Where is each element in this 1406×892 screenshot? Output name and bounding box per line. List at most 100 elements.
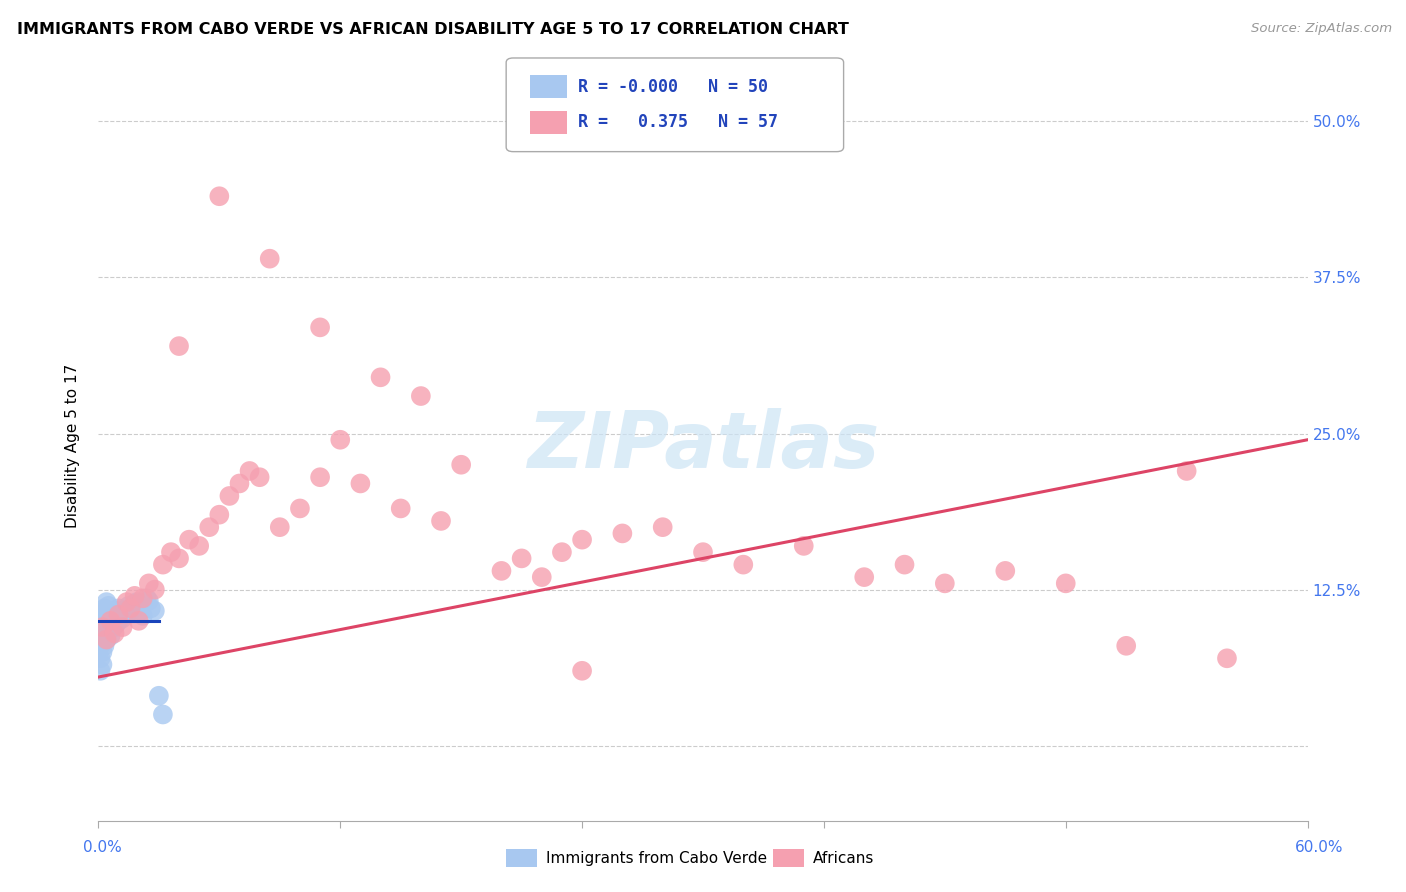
Point xyxy=(1054,576,1077,591)
Point xyxy=(105,616,128,631)
Point xyxy=(143,604,166,618)
Point xyxy=(450,458,472,472)
Text: Africans: Africans xyxy=(813,851,875,865)
Point xyxy=(128,614,150,628)
Point xyxy=(96,595,118,609)
Point xyxy=(1175,464,1198,478)
Point xyxy=(132,591,155,606)
Text: Immigrants from Cabo Verde: Immigrants from Cabo Verde xyxy=(546,851,766,865)
Point xyxy=(101,608,124,623)
Point xyxy=(93,626,115,640)
Point xyxy=(1115,639,1137,653)
Text: IMMIGRANTS FROM CABO VERDE VS AFRICAN DISABILITY AGE 5 TO 17 CORRELATION CHART: IMMIGRANTS FROM CABO VERDE VS AFRICAN DI… xyxy=(17,22,849,37)
Point xyxy=(125,595,148,609)
Point xyxy=(111,611,134,625)
Point xyxy=(124,589,146,603)
Point xyxy=(124,596,146,610)
Point xyxy=(91,645,114,659)
Point xyxy=(198,520,221,534)
Point xyxy=(138,594,160,608)
Point xyxy=(100,604,122,618)
Point xyxy=(269,520,291,534)
Point xyxy=(571,664,593,678)
Point xyxy=(309,320,332,334)
Point xyxy=(97,599,120,613)
Point xyxy=(651,520,673,534)
Point xyxy=(139,601,162,615)
Point xyxy=(107,614,129,628)
Point xyxy=(115,595,138,609)
Text: R =   0.375   N = 57: R = 0.375 N = 57 xyxy=(578,113,778,131)
Point xyxy=(259,252,281,266)
Point xyxy=(288,501,311,516)
Point xyxy=(120,601,142,615)
Point xyxy=(389,501,412,516)
Point xyxy=(105,604,128,618)
Point xyxy=(208,189,231,203)
Point xyxy=(853,570,876,584)
Text: 60.0%: 60.0% xyxy=(1295,840,1343,855)
Point xyxy=(551,545,574,559)
Point xyxy=(733,558,755,572)
Point xyxy=(152,707,174,722)
Point xyxy=(114,604,136,618)
Point xyxy=(89,664,111,678)
Point xyxy=(89,651,111,665)
Point xyxy=(160,545,183,559)
Point xyxy=(101,621,124,635)
Point xyxy=(692,545,714,559)
Point xyxy=(132,608,155,623)
Point xyxy=(530,570,553,584)
Point xyxy=(188,539,211,553)
Point xyxy=(208,508,231,522)
Point xyxy=(103,626,125,640)
Point xyxy=(93,601,115,615)
Point xyxy=(121,601,143,615)
Point xyxy=(430,514,453,528)
Text: ZIPatlas: ZIPatlas xyxy=(527,408,879,484)
Point xyxy=(110,607,132,622)
Point xyxy=(115,607,138,621)
Point xyxy=(228,476,250,491)
Point xyxy=(97,624,120,638)
Point xyxy=(91,607,114,622)
Point xyxy=(103,607,125,621)
Point xyxy=(893,558,915,572)
Point xyxy=(100,614,122,628)
Point xyxy=(510,551,533,566)
Point xyxy=(793,539,815,553)
Point xyxy=(93,614,115,628)
Point xyxy=(107,607,129,622)
Point xyxy=(91,632,114,647)
Point xyxy=(97,611,120,625)
Point xyxy=(111,620,134,634)
Point xyxy=(249,470,271,484)
Point xyxy=(93,639,115,653)
Point xyxy=(118,599,141,613)
Text: 0.0%: 0.0% xyxy=(83,840,122,855)
Point xyxy=(91,620,114,634)
Point xyxy=(491,564,513,578)
Point xyxy=(96,620,118,634)
Text: Source: ZipAtlas.com: Source: ZipAtlas.com xyxy=(1251,22,1392,36)
Point xyxy=(89,614,111,628)
Point xyxy=(89,639,111,653)
Point xyxy=(179,533,201,547)
Point xyxy=(135,591,157,606)
Point xyxy=(148,689,170,703)
Point xyxy=(91,620,114,634)
Point xyxy=(143,582,166,597)
Point xyxy=(107,601,129,615)
Point xyxy=(91,657,114,672)
Point xyxy=(96,632,118,647)
Point xyxy=(96,632,118,647)
Point xyxy=(152,558,174,572)
Point xyxy=(167,551,190,566)
Point xyxy=(89,626,111,640)
Point xyxy=(100,629,122,643)
Point xyxy=(309,470,332,484)
Point xyxy=(370,370,392,384)
Point xyxy=(100,616,122,631)
Point xyxy=(129,604,152,618)
Point xyxy=(239,464,262,478)
